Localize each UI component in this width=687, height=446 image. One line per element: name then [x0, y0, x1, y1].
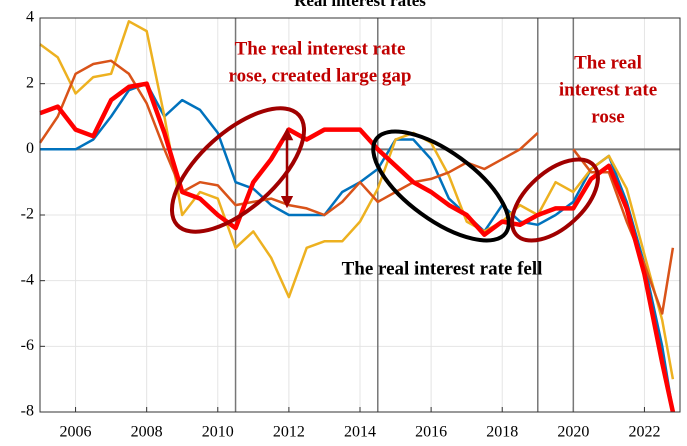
- x-tick-label: 2012: [273, 424, 305, 441]
- ellipse: [371, 129, 511, 243]
- y-tick-label: 2: [26, 74, 34, 91]
- ellipse: [510, 157, 600, 243]
- annotation: The real interest rate fell: [342, 258, 543, 279]
- x-tick-label: 2020: [557, 424, 589, 441]
- annotation: interest rate: [559, 79, 657, 100]
- y-tick-label: 0: [26, 140, 34, 157]
- annotation: The real interest rate: [235, 38, 406, 59]
- y-tick-label: -4: [21, 271, 34, 288]
- y-tick-label: -8: [21, 403, 34, 420]
- series-line: [39, 81, 676, 413]
- x-tick-label: 2014: [344, 424, 376, 441]
- x-tick-label: 2008: [131, 424, 163, 441]
- x-tick-label: 2016: [415, 424, 447, 441]
- x-tick-label: 2010: [202, 424, 234, 441]
- y-tick-label: 4: [26, 9, 34, 26]
- ellipse: [169, 106, 307, 234]
- annotation-shapes: [169, 106, 600, 243]
- x-tick-label: 2006: [60, 424, 92, 441]
- plot-border: [39, 17, 681, 413]
- y-tick-label: -2: [21, 206, 34, 223]
- annotation: rose, created large gap: [229, 65, 412, 86]
- annotation: rose: [591, 106, 624, 127]
- y-tick-label: -6: [21, 337, 34, 354]
- chart-title: Real interest rates: [294, 0, 426, 10]
- series-line: [39, 20, 675, 380]
- annotation: The real: [574, 52, 642, 73]
- series-line: [572, 148, 675, 315]
- x-tick-label: 2022: [628, 424, 660, 441]
- plot-area: -8 -6 -4 -2 0 2 4 2006 2008 2010 2012 2014 2016 2018 2…: [21, 9, 681, 441]
- x-tick-label: 2018: [486, 424, 518, 441]
